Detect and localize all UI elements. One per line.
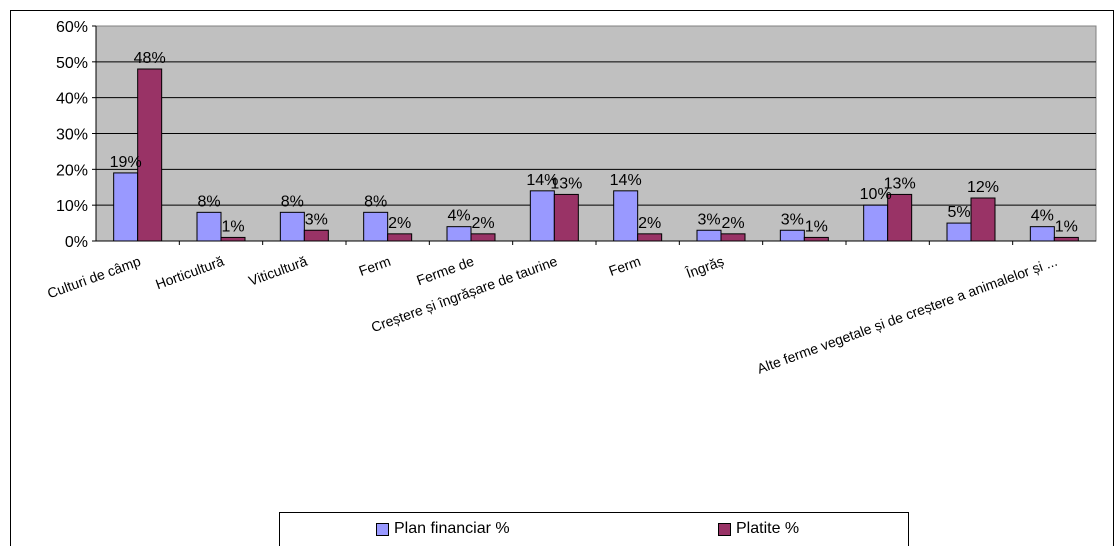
bar-plan-financiar: [529, 190, 555, 242]
chart-frame: [10, 10, 1114, 546]
data-label: 8%: [281, 193, 304, 210]
bar-plan-financiar: [446, 226, 472, 242]
data-label: 14%: [526, 172, 558, 189]
x-category-label: Horticultură: [153, 253, 226, 293]
y-tick-label: 0%: [65, 234, 88, 251]
data-label: 10%: [860, 186, 892, 203]
data-label: 8%: [197, 193, 220, 210]
data-label: 14%: [610, 172, 642, 189]
y-tick-label: 30%: [56, 127, 88, 144]
data-label: 4%: [1031, 208, 1054, 225]
bar-platite: [137, 68, 163, 242]
data-label: 12%: [967, 179, 999, 196]
legend-label-plan-financiar: Plan financiar %: [394, 520, 510, 537]
bar-plan-financiar: [196, 211, 222, 242]
x-axis-labels: Culturi de câmp Horticultură Viticultură Fe…: [45, 253, 1059, 377]
data-label: 2%: [388, 215, 411, 232]
data-label: 3%: [305, 211, 328, 228]
data-label: 1%: [221, 218, 244, 235]
bar-platite: [553, 193, 579, 242]
bar-platite: [1053, 236, 1079, 242]
data-label: 3%: [697, 211, 720, 228]
y-tick-label: 20%: [56, 162, 88, 179]
y-tick-label: 10%: [56, 198, 88, 215]
bar-plan-financiar: [696, 229, 722, 242]
bar-platite: [803, 236, 829, 242]
x-category-label: Îngrăș: [683, 253, 726, 282]
data-label: 1%: [805, 218, 828, 235]
data-label: 13%: [550, 175, 582, 192]
data-label: 2%: [721, 215, 744, 232]
data-label: 8%: [364, 193, 387, 210]
bar-plan-financiar: [779, 229, 805, 242]
legend-swatch-platite: [718, 522, 731, 536]
data-label: 13%: [884, 175, 916, 192]
y-axis: 0% 10% 20% 30% 40% 50% 60%: [56, 19, 1096, 251]
bars: [113, 68, 1079, 242]
bar-platite: [220, 236, 246, 242]
y-tick-label: 60%: [56, 19, 88, 36]
data-label: 4%: [447, 208, 470, 225]
bar-platite: [387, 233, 413, 242]
bar-platite: [887, 193, 913, 242]
data-label: 5%: [947, 204, 970, 221]
bar-plan-financiar: [613, 190, 639, 242]
bar-plan-financiar: [863, 204, 889, 242]
legend-label-platite: Platite %: [736, 520, 800, 537]
data-label: 1%: [1055, 218, 1078, 235]
bar-plan-financiar: [1029, 226, 1055, 242]
data-labels: 19%48%8%1%8%3%8%2% 4% 2%14%13% 14%2% 3% 2% 3% 1…: [110, 50, 1078, 235]
data-label: 2%: [638, 215, 661, 232]
plot-area: [95, 25, 1097, 242]
data-label: 2%: [471, 215, 494, 232]
bar-platite: [970, 197, 996, 242]
bar-plan-financiar: [946, 222, 972, 242]
x-category-label: Viticultură: [246, 253, 309, 289]
bar-plan-financiar: [363, 211, 389, 242]
legend: Plan financiar % Platite %: [279, 512, 909, 546]
y-tick-label: 40%: [56, 91, 88, 108]
x-category-label: Alte ferme vegetale și de creștere a ani…: [755, 253, 1060, 377]
bar-plan-financiar: [113, 172, 139, 242]
legend-swatch-plan-financiar: [376, 522, 389, 536]
data-label: 19%: [110, 154, 142, 171]
x-category-label: Ferm: [357, 253, 393, 279]
bar-plan-financiar: [279, 211, 305, 242]
y-tick-label: 50%: [56, 55, 88, 72]
x-category-label: Culturi de câmp: [45, 253, 143, 302]
legend-item-platite: Platite %: [718, 520, 799, 538]
data-label: 3%: [781, 211, 804, 228]
data-label: 48%: [134, 50, 166, 67]
legend-item-plan-financiar: Plan financiar %: [376, 520, 510, 538]
x-category-label: Ferme de: [414, 253, 476, 289]
bar-platite: [637, 233, 663, 242]
x-category-label: Ferm: [607, 253, 643, 279]
bar-platite: [470, 233, 496, 242]
bar-platite: [720, 233, 746, 242]
bar-platite: [303, 229, 329, 242]
